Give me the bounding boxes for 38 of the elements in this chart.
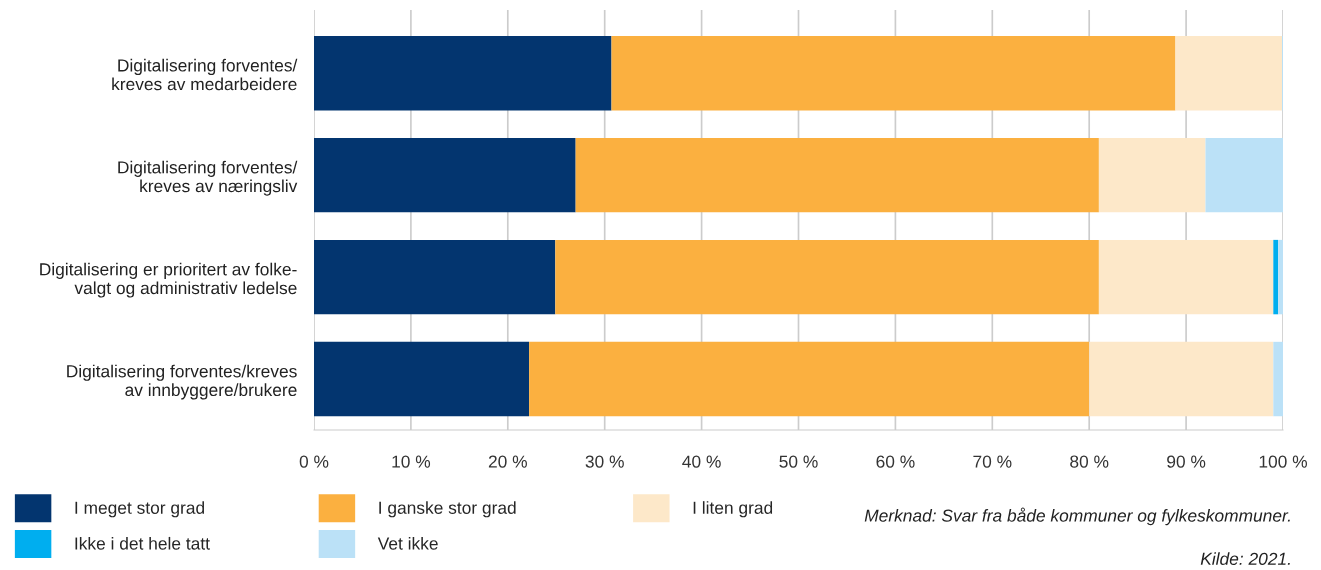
legend-label: Vet ikke (377, 536, 438, 550)
text: Merknad: Svar fra både kommuner og fylkeskommuner. (864, 507, 1290, 526)
bar (314, 137, 576, 213)
y-tick-label: Digitalisering forventes/ kreves av næringsliv (118, 160, 298, 196)
x-tick-label: 10 % (392, 455, 431, 468)
x-tick-label: 70 % (973, 455, 1012, 468)
x-tick-label: 50 % (779, 455, 818, 468)
bar (1175, 36, 1283, 111)
bar (314, 36, 612, 111)
y-tick-label: Digitalisering er prioritert av folke- valgt og administrativ ledelse (40, 262, 297, 298)
bar (1273, 341, 1283, 417)
x-tick-label: 60 % (876, 455, 915, 468)
bar (314, 341, 530, 417)
x-tick-label: 80 % (1070, 455, 1109, 468)
bar (575, 137, 1099, 213)
bar (529, 341, 1090, 417)
x-tick-label: 30 % (585, 455, 624, 468)
bar (1089, 341, 1274, 417)
bar (611, 36, 1176, 111)
legend-label: I liten grad (693, 501, 773, 518)
x-tick-label: 90 % (1167, 455, 1206, 468)
y-tick-label: Digitalisering forventes/kreves av innbyggere/brukere (67, 364, 297, 400)
x-tick-label: 100 % (1259, 455, 1307, 468)
bar (314, 239, 556, 315)
legend-label: Ikke i det hele tatt (75, 536, 210, 550)
x-tick-label: 40 % (682, 455, 721, 468)
x-tick-label: 0 % (299, 455, 329, 468)
text: Kilde: 2021. (1200, 552, 1290, 565)
bar (1273, 239, 1279, 315)
y-tick-label: Digitalisering forventes/ kreves av medarbeidere (112, 58, 298, 91)
bar (1278, 239, 1283, 315)
bar (1205, 137, 1283, 213)
bar (555, 239, 1099, 315)
x-tick-label: 20 % (488, 455, 527, 468)
bar (1098, 137, 1206, 213)
legend-label: I ganske stor grad (379, 501, 516, 518)
bar (1098, 239, 1274, 315)
legend-label: I meget stor grad (75, 501, 205, 518)
